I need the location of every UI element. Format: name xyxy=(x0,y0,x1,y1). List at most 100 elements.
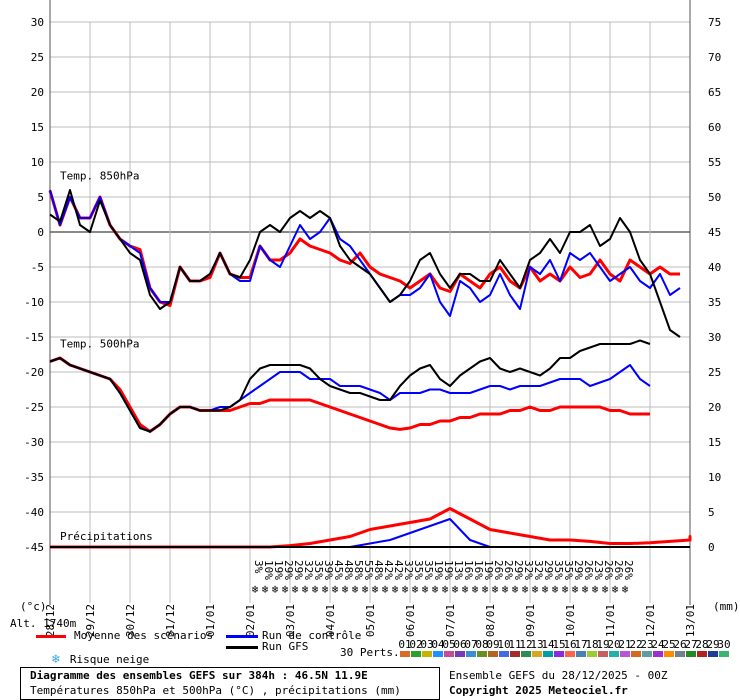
perturbation-swatch xyxy=(664,651,674,657)
y-tick-label-right: 45 xyxy=(708,226,721,239)
perturbation-id: 14 xyxy=(541,638,555,651)
snow-risk-value: 29% xyxy=(512,560,525,580)
y-tick-label-left: -30 xyxy=(24,436,44,449)
snowflake-icon: ❄ xyxy=(452,583,459,596)
x-tick-label: 01/01 xyxy=(204,604,217,637)
altitude-label: Alt. 1740m xyxy=(10,617,77,630)
legend-gfs: Run GFS xyxy=(226,640,308,653)
perturbation-swatch xyxy=(444,651,454,657)
y-tick-label-left: 10 xyxy=(31,156,44,169)
perturbation-swatch xyxy=(488,651,498,657)
snowflake-icon: ❄ xyxy=(332,583,339,596)
snow-risk-value: 32% xyxy=(402,560,415,580)
x-tick-label: 09/01 xyxy=(524,604,537,637)
perturbation-swatch xyxy=(653,651,663,657)
snow-risk-value: 29% xyxy=(282,560,295,580)
x-tick-label: 31/12 xyxy=(164,604,177,637)
perturbation-id: 27 xyxy=(684,638,697,651)
perturbation-swatch xyxy=(609,651,619,657)
snowflake-icon: ❄ xyxy=(392,583,399,596)
snowflake-icon: ❄ xyxy=(502,583,509,596)
x-tick-label: 11/01 xyxy=(604,604,617,637)
snowflake-icon: ❄ xyxy=(582,583,589,596)
snow-risk-value: 35% xyxy=(552,560,565,580)
x-tick-label: 08/01 xyxy=(484,604,497,637)
perturbation-swatch xyxy=(587,651,597,657)
y-tick-label-left: 5 xyxy=(37,191,44,204)
perturbation-swatch xyxy=(675,651,685,657)
legend-control-swatch xyxy=(226,634,258,638)
snowflake-icon: ❄ xyxy=(342,583,349,596)
x-tick-label: 12/01 xyxy=(644,604,657,637)
perturbation-id: 30 xyxy=(717,638,730,651)
x-tick-label: 05/01 xyxy=(364,604,377,637)
legend-gfs-swatch xyxy=(226,645,258,649)
right-axis-unit: (mm) xyxy=(713,600,740,613)
x-tick-label: 30/12 xyxy=(124,604,137,637)
perturbation-id: 11 xyxy=(508,638,521,651)
snowflake-icon: ❄ xyxy=(292,583,299,596)
perturbation-swatch xyxy=(576,651,586,657)
snow-risk-value: 19% xyxy=(432,560,445,580)
y-tick-label-right: 0 xyxy=(708,541,715,554)
perturbation-swatch xyxy=(510,651,520,657)
x-tick-label: 06/01 xyxy=(404,604,417,637)
y-tick-label-right: 50 xyxy=(708,191,721,204)
snowflake-icon: ❄ xyxy=(402,583,409,596)
snow-risk-value: 13% xyxy=(452,560,465,580)
perturbation-id: 21 xyxy=(618,638,631,651)
snowflake-icon: ❄ xyxy=(532,583,539,596)
perturbation-id: 20 xyxy=(607,638,620,651)
legend-mean-swatch xyxy=(36,634,66,638)
snow-risk-value: 26% xyxy=(502,560,515,580)
x-tick-label: 04/01 xyxy=(324,604,337,637)
perturbation-id: 19 xyxy=(596,638,609,651)
snowflake-icon: ❄ xyxy=(422,583,429,596)
snowflake-icon: ❄ xyxy=(482,583,489,596)
perturbation-id: 18 xyxy=(585,638,598,651)
y-tick-label-right: 15 xyxy=(708,436,721,449)
perturbation-swatch xyxy=(400,651,410,657)
perturbation-swatch xyxy=(598,651,608,657)
snow-risk-value: 29% xyxy=(292,560,305,580)
y-tick-label-right: 25 xyxy=(708,366,721,379)
snow-risk-value: 35% xyxy=(422,560,435,580)
y-tick-label-right: 30 xyxy=(708,331,721,344)
snow-risk-value: 26% xyxy=(582,560,595,580)
snow-risk-value: 32% xyxy=(302,560,315,580)
snow-risk-value: 29% xyxy=(572,560,585,580)
x-tick-label: 13/01 xyxy=(684,604,697,637)
chart-subtitle: Températures 850hPa et 500hPa (°C) , pré… xyxy=(30,684,401,697)
perturbation-swatch xyxy=(477,651,487,657)
perturbation-id: 24 xyxy=(651,638,665,651)
y-tick-label-right: 35 xyxy=(708,296,721,309)
y-tick-label-left: -35 xyxy=(24,471,44,484)
snow-risk-value: 19% xyxy=(482,560,495,580)
snow-risk-value: 29% xyxy=(542,560,555,580)
perturbation-swatch xyxy=(554,651,564,657)
snow-risk-value: 32% xyxy=(522,560,535,580)
snow-risk-value: 19% xyxy=(442,560,455,580)
perturbation-swatch xyxy=(532,651,542,657)
perturbation-swatch xyxy=(466,651,476,657)
legend-snow-label: Risque neige xyxy=(69,653,150,666)
perturbation-swatch xyxy=(697,651,707,657)
snowflake-icon: ❄ xyxy=(432,583,439,596)
snow-risk-value: 42% xyxy=(382,560,395,580)
y-tick-label-left: -40 xyxy=(24,506,44,519)
snowflake-icon: ❄ xyxy=(352,583,359,596)
snow-risk-value: 26% xyxy=(602,560,615,580)
snow-risk-value: 55% xyxy=(362,560,375,580)
snowflake-icon: ❄ xyxy=(372,583,379,596)
snowflake-icon: ❄ xyxy=(322,583,329,596)
left-axis-unit: (°c) xyxy=(20,600,47,613)
snowflake-icon: ❄ xyxy=(472,583,479,596)
snowflake-icon: ❄ xyxy=(272,583,279,596)
snow-risk-value: 26% xyxy=(622,560,635,580)
y-tick-label-right: 10 xyxy=(708,471,721,484)
snowflake-icon: ❄ xyxy=(312,583,319,596)
x-tick-label: 07/01 xyxy=(444,604,457,637)
legend-control-label: Run de contrôle xyxy=(262,629,362,642)
perturbation-swatch xyxy=(521,651,531,657)
perturbation-id: 05 xyxy=(442,638,455,651)
